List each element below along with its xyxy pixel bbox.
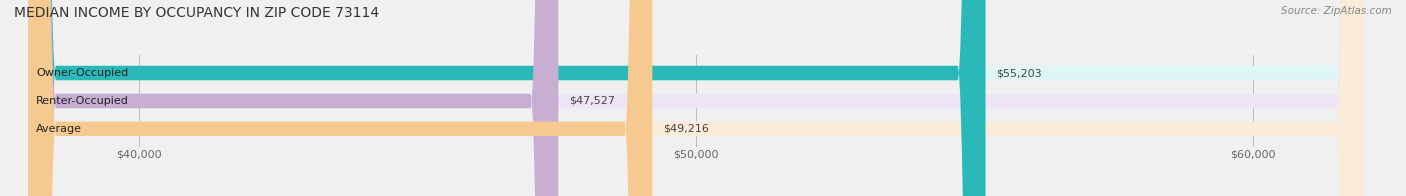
Text: Owner-Occupied: Owner-Occupied [37,68,128,78]
Text: $47,527: $47,527 [569,96,614,106]
Text: Source: ZipAtlas.com: Source: ZipAtlas.com [1281,6,1392,16]
Text: Renter-Occupied: Renter-Occupied [37,96,129,106]
FancyBboxPatch shape [28,0,558,196]
FancyBboxPatch shape [28,0,1364,196]
Text: Average: Average [37,124,82,134]
FancyBboxPatch shape [28,0,652,196]
Text: $49,216: $49,216 [664,124,709,134]
Text: MEDIAN INCOME BY OCCUPANCY IN ZIP CODE 73114: MEDIAN INCOME BY OCCUPANCY IN ZIP CODE 7… [14,6,380,20]
FancyBboxPatch shape [28,0,1364,196]
Text: $55,203: $55,203 [997,68,1042,78]
FancyBboxPatch shape [28,0,986,196]
FancyBboxPatch shape [28,0,1364,196]
